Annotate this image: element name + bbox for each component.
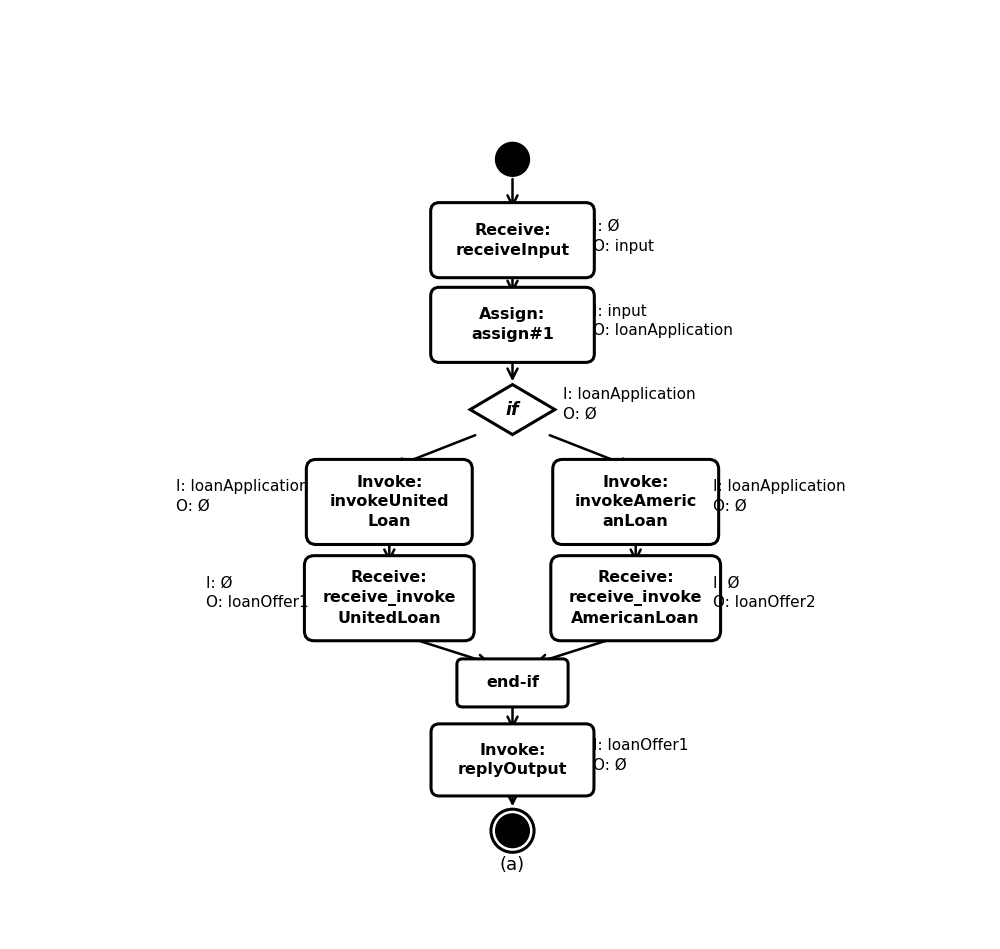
FancyBboxPatch shape (551, 556, 721, 641)
Text: Invoke:
replyOutput: Invoke: replyOutput (458, 742, 567, 777)
Text: Receive:
receive_invoke
AmericanLoan: Receive: receive_invoke AmericanLoan (569, 570, 702, 626)
FancyBboxPatch shape (553, 459, 719, 545)
FancyBboxPatch shape (457, 659, 568, 707)
Text: Invoke:
invokeUnited
Loan: Invoke: invokeUnited Loan (329, 474, 449, 530)
Circle shape (496, 814, 529, 847)
Text: I: Ø
O: input: I: Ø O: input (593, 219, 654, 253)
Text: I: Ø
O: loanOffer1: I: Ø O: loanOffer1 (206, 575, 308, 610)
Text: Invoke:
invokeAmeric
anLoan: Invoke: invokeAmeric anLoan (575, 474, 697, 530)
Text: I: loanApplication
O: Ø: I: loanApplication O: Ø (713, 479, 845, 514)
Text: I: Ø
O: loanOffer2: I: Ø O: loanOffer2 (713, 575, 815, 610)
Circle shape (491, 809, 534, 852)
Text: I: input
O: loanApplication: I: input O: loanApplication (593, 304, 733, 339)
FancyBboxPatch shape (304, 556, 474, 641)
Text: end-if: end-if (486, 676, 539, 691)
FancyBboxPatch shape (431, 203, 594, 278)
Text: (a): (a) (500, 856, 525, 874)
Text: I: loanApplication
O: Ø: I: loanApplication O: Ø (563, 387, 695, 421)
Text: if: if (506, 400, 519, 419)
Circle shape (496, 142, 529, 177)
FancyBboxPatch shape (431, 288, 594, 363)
FancyBboxPatch shape (431, 724, 594, 796)
Text: I: loanOffer1
O: Ø: I: loanOffer1 O: Ø (593, 738, 689, 772)
FancyBboxPatch shape (306, 459, 472, 545)
Text: I: loanApplication
O: Ø: I: loanApplication O: Ø (176, 479, 308, 514)
Text: Receive:
receive_invoke
UnitedLoan: Receive: receive_invoke UnitedLoan (323, 570, 456, 626)
Text: Assign:
assign#1: Assign: assign#1 (471, 307, 554, 343)
Polygon shape (470, 384, 555, 435)
Text: Receive:
receiveInput: Receive: receiveInput (455, 223, 570, 257)
